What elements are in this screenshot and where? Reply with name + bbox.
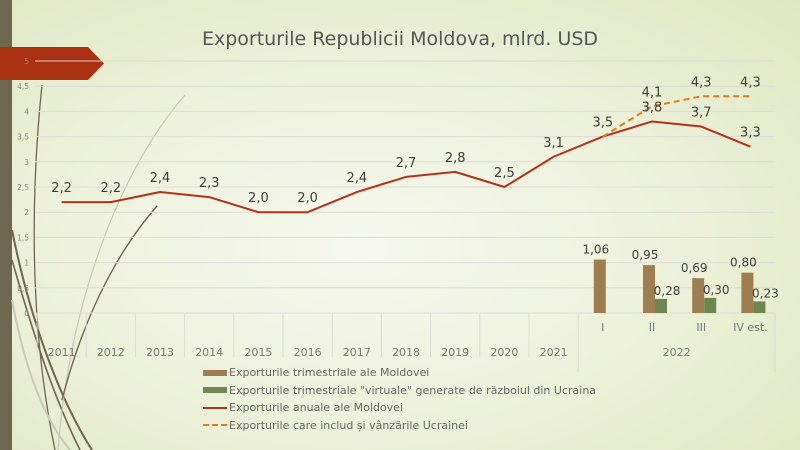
sidebar-strip xyxy=(0,0,12,450)
decorative-curve xyxy=(11,229,93,450)
x-tick-label: 2020 xyxy=(490,346,518,359)
lines xyxy=(61,95,751,214)
bar xyxy=(655,298,667,313)
x-tick-label: 2021 xyxy=(540,346,568,359)
bar-data-label: 0,30 xyxy=(703,283,730,297)
bar xyxy=(741,272,754,313)
x-tick-label: 2017 xyxy=(343,346,371,359)
y-tick-label: 3,5 xyxy=(17,133,29,142)
y-tick-label: 1 xyxy=(24,259,29,268)
x-tick-label: 2015 xyxy=(244,346,272,359)
line-data-label: 2,5 xyxy=(494,166,515,181)
decorative-curve xyxy=(33,84,56,450)
line-data-label: 3,3 xyxy=(740,126,761,141)
x-tick-label: 2019 xyxy=(441,346,469,359)
chart-title: Exporturile Republicii Moldova, mlrd. US… xyxy=(201,28,599,50)
line-data-label: 4,3 xyxy=(740,75,761,90)
y-tick-label: 2,5 xyxy=(17,183,29,192)
y-tick-label: 4,5 xyxy=(17,82,29,91)
decorative-curve xyxy=(11,299,71,450)
legend-swatch-brown-bar xyxy=(203,369,227,376)
line-data-label: 4,3 xyxy=(691,75,712,90)
decoration xyxy=(0,0,186,450)
x-tick-label: 2014 xyxy=(195,346,223,359)
legend-item: Exporturile care includ și vânzările Ucr… xyxy=(203,417,596,435)
x-tick-label: 2013 xyxy=(146,346,174,359)
x-tick-label: 2018 xyxy=(392,346,420,359)
y-tick-label: 4 xyxy=(24,107,29,116)
y-axis: 0 0,5 1 1,5 2 2,5 3 3,5 4 4,5 5 xyxy=(17,57,29,318)
bar xyxy=(643,265,655,313)
bar xyxy=(692,278,705,313)
line-data-label: 2,2 xyxy=(100,181,121,196)
y-tick-label: 5 xyxy=(24,57,29,66)
y-tick-label: 0,5 xyxy=(17,284,29,293)
bar-data-label: 0,95 xyxy=(632,248,659,262)
legend-label: Exporturile care includ și vânzările Ucr… xyxy=(229,418,468,432)
bar xyxy=(753,301,766,313)
x-tick-label: III xyxy=(696,321,706,334)
bar xyxy=(704,297,717,313)
y-tick-label: 0 xyxy=(24,309,29,318)
legend-item: Exporturile trimestriale ale Moldovei xyxy=(203,364,596,382)
bars xyxy=(593,259,766,313)
decorative-curve xyxy=(11,259,81,450)
line-data-label: 3,1 xyxy=(543,136,564,151)
line-data-label: 2,4 xyxy=(150,171,171,186)
legend-label: Exporturile trimestriale ale Moldovei xyxy=(229,366,430,380)
bar-data-label: 0,69 xyxy=(681,261,708,275)
line-data-label: 2,2 xyxy=(51,181,72,196)
bar-data-label: 0,23 xyxy=(752,286,779,300)
decorative-curve xyxy=(61,205,158,401)
legend-swatch-red-line xyxy=(203,406,227,409)
gridlines xyxy=(35,60,775,314)
bar xyxy=(593,259,606,313)
line-data-label: 2,0 xyxy=(297,191,318,206)
line-data-label: 3,5 xyxy=(592,116,613,131)
x-tick-label: I xyxy=(601,321,604,334)
line-data-label: 4,1 xyxy=(642,85,663,100)
legend-label: Exporturile anuale ale Moldovei xyxy=(229,401,404,415)
legend: Exporturile trimestriale ale Moldovei Ex… xyxy=(203,364,596,434)
legend-swatch-green-bar xyxy=(203,387,227,394)
x-tick-label: IV est. xyxy=(733,321,768,334)
y-tick-label: 1,5 xyxy=(17,233,29,242)
title-banner xyxy=(0,47,104,80)
legend-item: Exporturile anuale ale Moldovei xyxy=(203,399,596,417)
decorative-curve xyxy=(57,94,186,450)
x-tick-label: 2016 xyxy=(294,346,322,359)
x-tick-label: 2012 xyxy=(97,346,125,359)
line-data-label: 3,7 xyxy=(691,106,712,121)
bar-data-label: 1,06 xyxy=(582,243,609,257)
legend-item: Exporturile trimestriale "virtuale" gene… xyxy=(203,382,596,400)
line-data-label: 2,8 xyxy=(445,151,466,166)
line-data-label: 3,8 xyxy=(642,100,663,115)
data-labels: 1,06 0,95 0,69 0,80 0,28 0,30 0,23 2,2 2,2 2,4 2,3… xyxy=(51,75,779,300)
line-data-label: 2,7 xyxy=(396,156,417,171)
line-data-label: 2,3 xyxy=(199,176,220,191)
x-tick-label: II xyxy=(649,321,656,334)
legend-label: Exporturile trimestriale "virtuale" gene… xyxy=(229,383,597,397)
line-data-label: 2,4 xyxy=(346,171,367,186)
bar-data-label: 0,28 xyxy=(654,284,681,298)
dashed-series-line xyxy=(602,95,751,138)
y-tick-label: 2 xyxy=(24,208,29,217)
line-data-label: 2,0 xyxy=(248,191,269,206)
bar-data-label: 0,80 xyxy=(730,256,757,270)
x-axis: 2011 2012 2013 2014 2015 2016 2017 2018 2019 2020… xyxy=(36,313,776,372)
y-tick-label: 3 xyxy=(24,158,29,167)
x-group-label: 2022 xyxy=(663,346,691,359)
legend-swatch-orange-dashed xyxy=(203,424,227,427)
x-tick-label: 2011 xyxy=(48,346,76,359)
